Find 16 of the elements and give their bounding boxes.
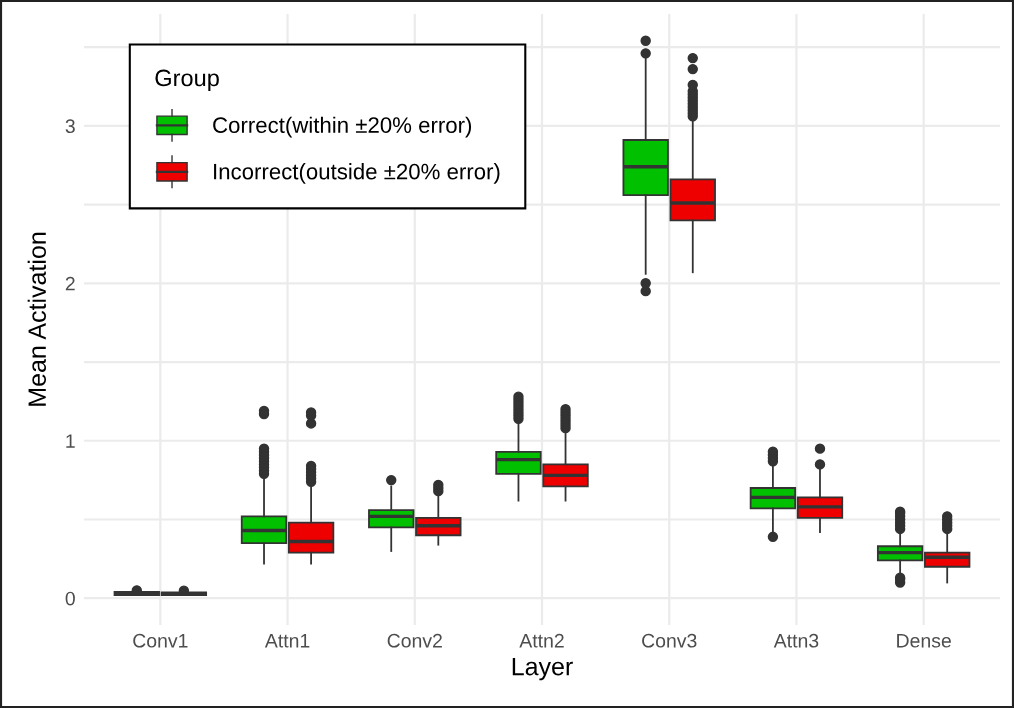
y-tick-label: 1 — [66, 434, 75, 448]
x-tick-label: Conv1 — [133, 633, 188, 648]
x-tick-label: Attn3 — [773, 633, 819, 648]
y-tick-label: 0 — [65, 591, 75, 606]
y-tick-label: 2 — [65, 276, 75, 291]
legend-label: Correct(within ±20% error) — [213, 116, 472, 138]
x-tick-label: Conv3 — [642, 633, 697, 648]
y-tick-label: 3 — [65, 119, 75, 134]
x-tick-label: Dense — [897, 634, 951, 648]
legend-title: Group — [155, 69, 219, 91]
y-axis-title: Mean Activation — [27, 232, 47, 406]
x-tick-label: Attn1 — [264, 634, 310, 648]
x-tick-label: Conv2 — [387, 633, 442, 648]
legend-label: Incorrect(outside ±20% error) — [214, 163, 500, 184]
x-tick-label: Attn2 — [519, 633, 564, 648]
x-axis-title: Layer — [512, 657, 573, 681]
